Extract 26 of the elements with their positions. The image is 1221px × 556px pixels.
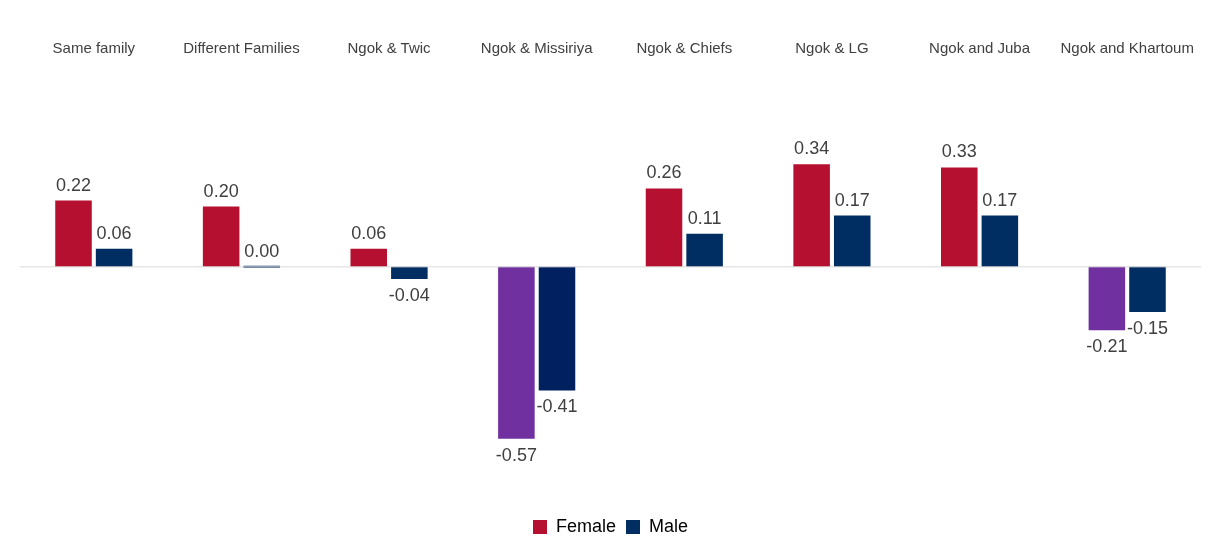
legend-label: Male (649, 515, 689, 536)
data-label: 0.17 (982, 189, 1018, 210)
data-label: -0.15 (1126, 318, 1168, 339)
x-tick-label: Different Families (183, 39, 300, 57)
data-label: 0.34 (794, 138, 830, 159)
data-label: -0.57 (495, 444, 537, 465)
data-label: -0.21 (1086, 336, 1128, 357)
data-label: 0.00 (244, 240, 280, 261)
data-label: 0.22 (55, 174, 92, 195)
x-tick-label: Ngok & LG (795, 39, 869, 57)
data-label: 0.06 (96, 222, 132, 243)
data-label: 0.17 (834, 189, 870, 210)
data-label: -0.04 (388, 284, 430, 305)
data-label: -0.41 (536, 396, 578, 417)
x-tick-label: Ngok & Missiriya (480, 39, 594, 57)
legend-label: Female (555, 515, 617, 536)
x-tick-label: Ngok & Twic (347, 39, 432, 57)
x-tick-label: Ngok and Juba (929, 39, 1031, 57)
data-label: 0.06 (351, 222, 387, 243)
data-label: 0.33 (941, 141, 977, 162)
data-label: 0.11 (687, 207, 722, 228)
data-label: 0.20 (203, 180, 239, 201)
x-tick-label: Ngok and Khartoum (1060, 39, 1194, 57)
x-tick-label: Ngok & Chiefs (636, 39, 733, 57)
data-label: 0.26 (646, 162, 682, 183)
x-tick-label: Same family (52, 39, 136, 57)
